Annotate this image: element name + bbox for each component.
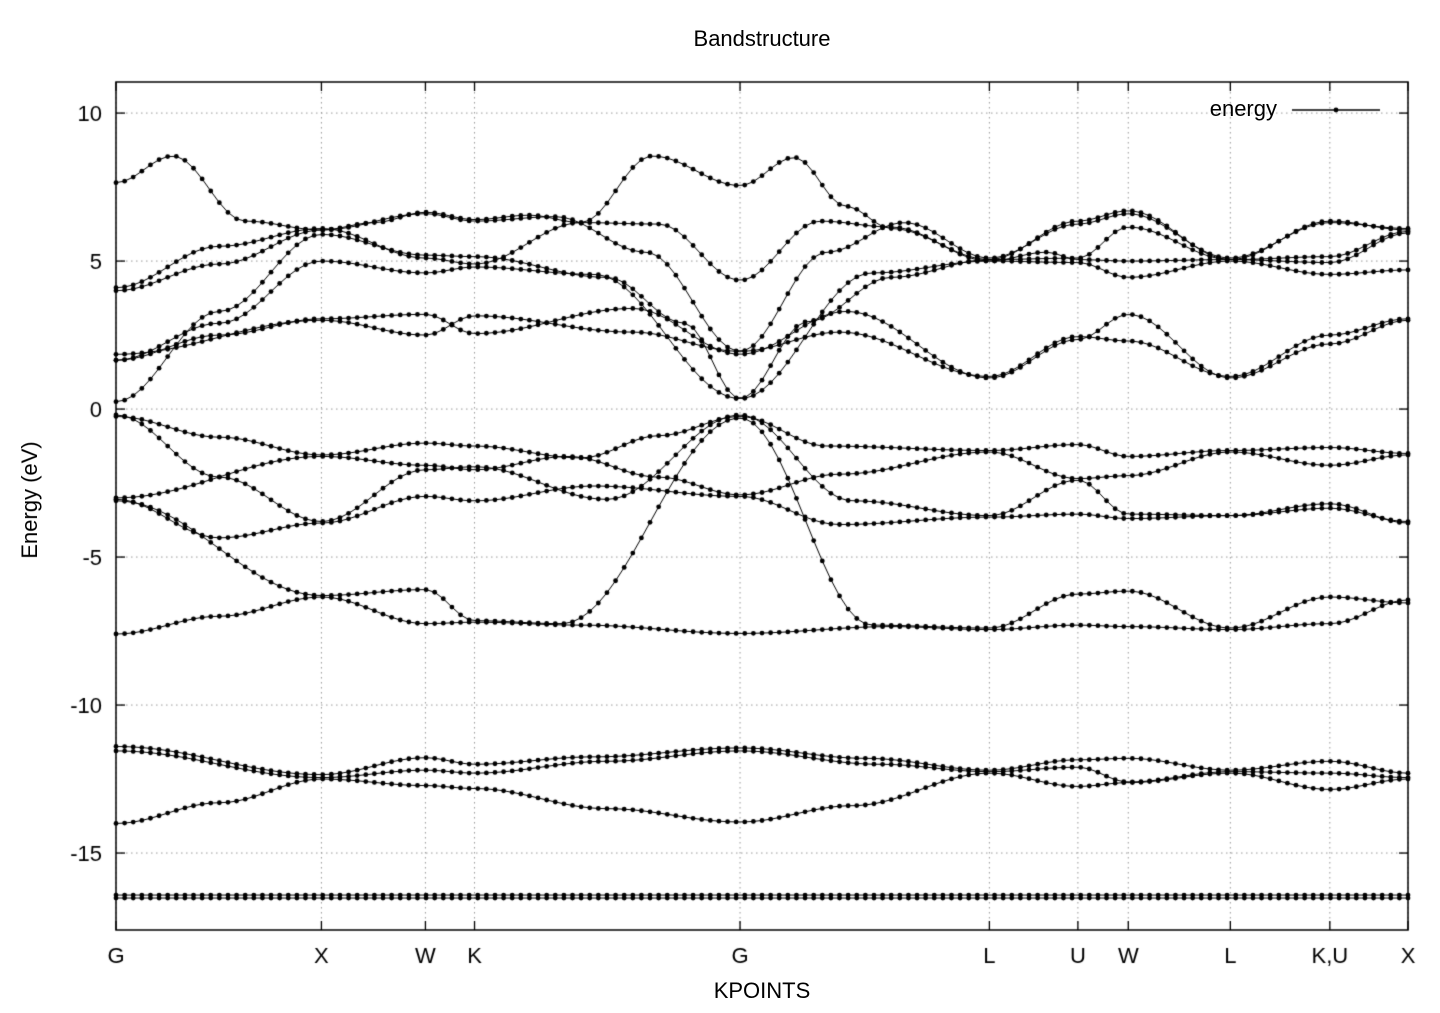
legend-energy-label: energy — [1209, 96, 1277, 121]
x-axis-label: KPOINTS — [713, 978, 811, 1003]
y-axis-label: Energy (eV) — [17, 441, 42, 559]
chart-title: Bandstructure — [693, 26, 831, 51]
